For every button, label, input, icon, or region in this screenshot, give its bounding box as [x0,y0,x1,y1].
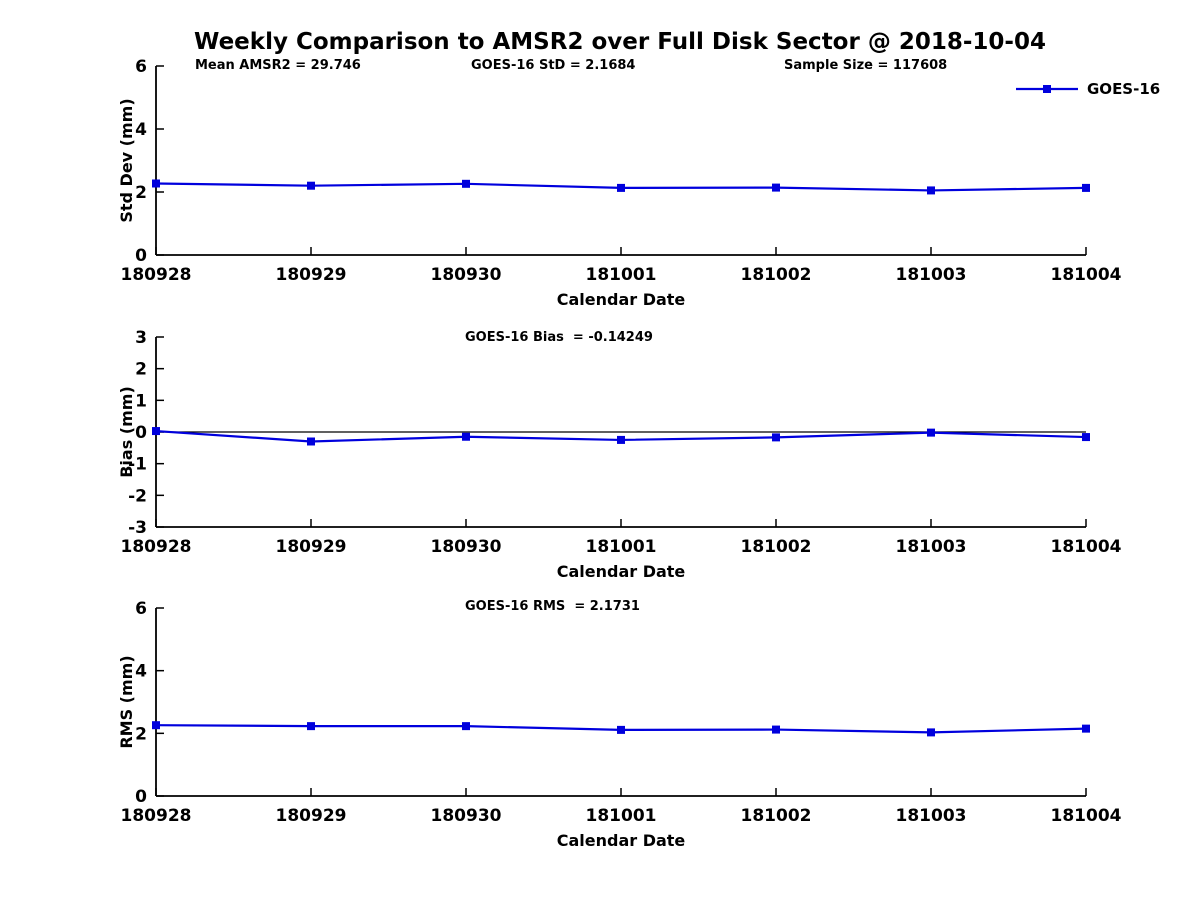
annotation-sample-size: Sample Size = 117608 [784,58,948,73]
x-tick-label: 180930 [431,806,502,826]
subplot-rms: 0 2 4 6 180928 180929 180930 181001 181002 181003… [117,599,1122,850]
x-tick-label: 180929 [276,806,347,826]
y-tick-label: 0 [135,787,147,807]
x-tick-label: 181002 [741,537,812,557]
legend-line-sample-icon [1016,85,1078,93]
data-point-marker [152,427,160,436]
data-point-marker [462,179,470,188]
y-tick-label: 3 [135,328,147,348]
x-tick-label: 180928 [121,265,192,285]
data-point-marker [462,432,470,441]
y-axis-label: RMS (mm) [117,655,136,748]
data-point-marker [772,183,780,192]
y-tick-label: 6 [135,599,147,619]
data-point-marker [772,725,780,734]
x-tick-label: 181003 [896,806,967,826]
annotation-goes16-bias: GOES-16 Bias = -0.14249 [465,330,653,345]
x-tick-label: 180928 [121,537,192,557]
legend-label: GOES-16 [1087,80,1161,98]
y-tick-label: -2 [128,486,147,506]
data-point-marker [307,722,315,731]
data-point-marker [1082,433,1090,442]
y-tick-label: 2 [135,360,147,380]
y-tick-label: 4 [135,662,147,682]
x-axis-label: Calendar Date [557,290,686,309]
y-tick-label: 0 [135,246,147,266]
x-tick-label: 180930 [431,265,502,285]
data-point-marker [307,181,315,190]
y-tick-label: 6 [135,57,147,77]
x-tick-label: 181001 [586,537,657,557]
y-tick-label: 2 [135,724,147,744]
data-point-marker [307,437,315,446]
x-tick-label: 181002 [741,265,812,285]
x-axis-label: Calendar Date [557,831,686,850]
data-point-marker [152,721,160,730]
data-point-marker [617,183,625,192]
data-point-marker [152,179,160,188]
x-tick-label: 181002 [741,806,812,826]
x-tick-label: 181004 [1051,537,1122,557]
x-tick-label: 181004 [1051,806,1122,826]
y-tick-label: 1 [135,391,147,411]
page-title: Weekly Comparison to AMSR2 over Full Dis… [194,29,1046,55]
x-tick-label: 180929 [276,265,347,285]
subplot-std-dev: 0 2 4 6 180928 180929 180930 181001 181002 181003… [117,57,1122,309]
data-point-marker [927,428,935,437]
x-tick-label: 180929 [276,537,347,557]
legend: GOES-16 [1015,80,1160,98]
x-tick-label: 181001 [586,806,657,826]
x-tick-label: 180928 [121,806,192,826]
data-point-marker [617,725,625,734]
x-tick-label: 180930 [431,537,502,557]
y-axis-label: Std Dev (mm) [117,98,136,222]
data-point-marker [927,186,935,195]
data-point-marker [1082,724,1090,733]
x-axis-label: Calendar Date [557,562,686,581]
y-tick-label: 2 [135,183,147,203]
x-tick-label: 181001 [586,265,657,285]
y-tick-label: -3 [128,518,147,538]
annotation-goes16-rms: GOES-16 RMS = 2.1731 [465,599,640,614]
x-tick-label: 181004 [1051,265,1122,285]
y-tick-label: 0 [135,423,147,443]
y-tick-label: 4 [135,120,147,140]
data-point-marker [927,728,935,737]
annotation-goes16-std: GOES-16 StD = 2.1684 [471,58,636,73]
x-tick-label: 181003 [896,265,967,285]
data-point-marker [617,435,625,444]
data-point-marker [1082,183,1090,192]
data-point-marker [462,722,470,731]
data-point-marker [772,433,780,442]
y-tick-label: -1 [128,455,147,475]
y-axis-label: Bias (mm) [117,386,136,478]
annotation-mean-amsr2: Mean AMSR2 = 29.746 [195,58,361,73]
x-tick-label: 181003 [896,537,967,557]
